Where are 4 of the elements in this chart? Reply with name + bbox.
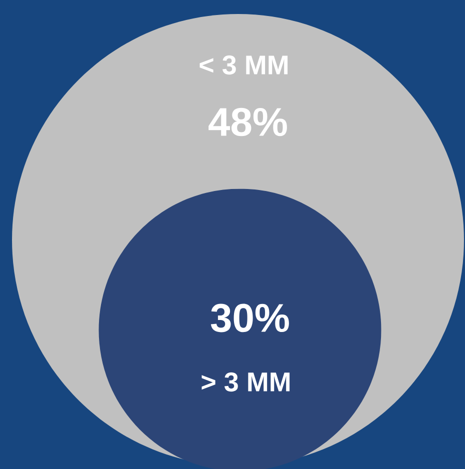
data-label: 48% bbox=[208, 108, 287, 136]
category-label: < 3 MM bbox=[200, 55, 288, 75]
category-label: > 3 MM bbox=[202, 372, 290, 392]
data-label: 30% bbox=[210, 304, 289, 332]
